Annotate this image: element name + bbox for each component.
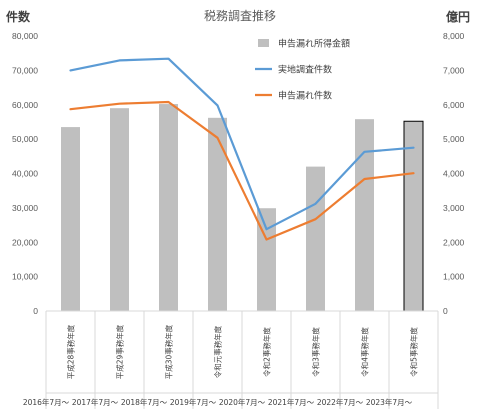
right-tick-label: 7,000 bbox=[443, 65, 465, 75]
period-label: 2019年7月～ bbox=[170, 397, 217, 407]
bar bbox=[159, 104, 178, 311]
bar bbox=[403, 120, 424, 312]
legend-label: 実地調査件数 bbox=[278, 64, 332, 76]
right-tick-label: 8,000 bbox=[443, 31, 465, 41]
x-axis: 平成28事務年度 平成29事務年度 平成30事務年度 令和元事務年度 令和2事務年度 令和… bbox=[23, 310, 439, 409]
period-label: 2017年7月～ bbox=[72, 397, 119, 407]
period-label: 2016年7月～ bbox=[23, 397, 70, 407]
left-tick-label: 10,000 bbox=[12, 272, 38, 282]
period-label: 2023年7月～ bbox=[366, 397, 413, 407]
period-label: 2022年7月～ bbox=[317, 397, 364, 407]
right-tick-label: 0 bbox=[443, 306, 448, 316]
right-tick-label: 4,000 bbox=[443, 169, 465, 179]
right-axis-title: 億円 bbox=[446, 9, 470, 24]
series-line bbox=[69, 100, 415, 241]
category-label: 令和4事務年度 bbox=[360, 327, 370, 377]
bar bbox=[61, 127, 80, 311]
line-series bbox=[69, 57, 415, 241]
left-tick-label: 40,000 bbox=[12, 169, 38, 179]
category-label: 平成28事務年度 bbox=[66, 324, 76, 379]
left-tick-label: 70,000 bbox=[12, 65, 38, 75]
period-label: 2020年7月～ bbox=[219, 397, 266, 407]
legend-label: 申告漏れ所得金額 bbox=[278, 38, 350, 50]
category-label: 令和2事務年度 bbox=[262, 327, 272, 377]
bar bbox=[257, 208, 276, 311]
category-label: 令和5事務年度 bbox=[409, 327, 419, 377]
bar-series bbox=[61, 104, 424, 312]
period-label: 2021年7月～ bbox=[268, 397, 315, 407]
category-label: 令和元事務年度 bbox=[213, 325, 223, 378]
bar bbox=[110, 108, 129, 311]
category-label: 平成29事務年度 bbox=[115, 324, 125, 379]
left-axis-title: 件数 bbox=[6, 9, 31, 24]
series-line bbox=[69, 57, 415, 231]
left-tick-label: 80,000 bbox=[12, 31, 38, 41]
right-tick-label: 3,000 bbox=[443, 203, 465, 213]
left-tick-label: 60,000 bbox=[12, 100, 38, 110]
bar bbox=[306, 166, 325, 311]
legend-swatch bbox=[258, 39, 269, 47]
chart-title: 税務調査推移 bbox=[204, 9, 276, 23]
left-tick-label: 30,000 bbox=[12, 203, 38, 213]
bar bbox=[355, 119, 374, 311]
right-tick-label: 5,000 bbox=[443, 134, 465, 144]
right-tick-label: 2,000 bbox=[443, 237, 465, 247]
right-tick-label: 6,000 bbox=[443, 100, 465, 110]
right-axis-ticks: 0 1,000 2,000 3,000 4,000 5,000 6,000 7,000 8,00… bbox=[443, 31, 465, 316]
legend-label: 申告漏れ件数 bbox=[278, 90, 332, 102]
left-axis-ticks: 0 10,000 20,000 30,000 40,000 50,000 60,000 70,… bbox=[12, 31, 38, 316]
left-tick-label: 0 bbox=[33, 306, 38, 316]
left-tick-label: 50,000 bbox=[12, 134, 38, 144]
bar bbox=[208, 117, 227, 311]
right-tick-label: 1,000 bbox=[443, 272, 465, 282]
category-label: 平成30事務年度 bbox=[164, 324, 174, 379]
period-label: 2018年7月～ bbox=[121, 397, 168, 407]
category-label: 令和3事務年度 bbox=[311, 327, 321, 377]
left-tick-label: 20,000 bbox=[12, 237, 38, 247]
